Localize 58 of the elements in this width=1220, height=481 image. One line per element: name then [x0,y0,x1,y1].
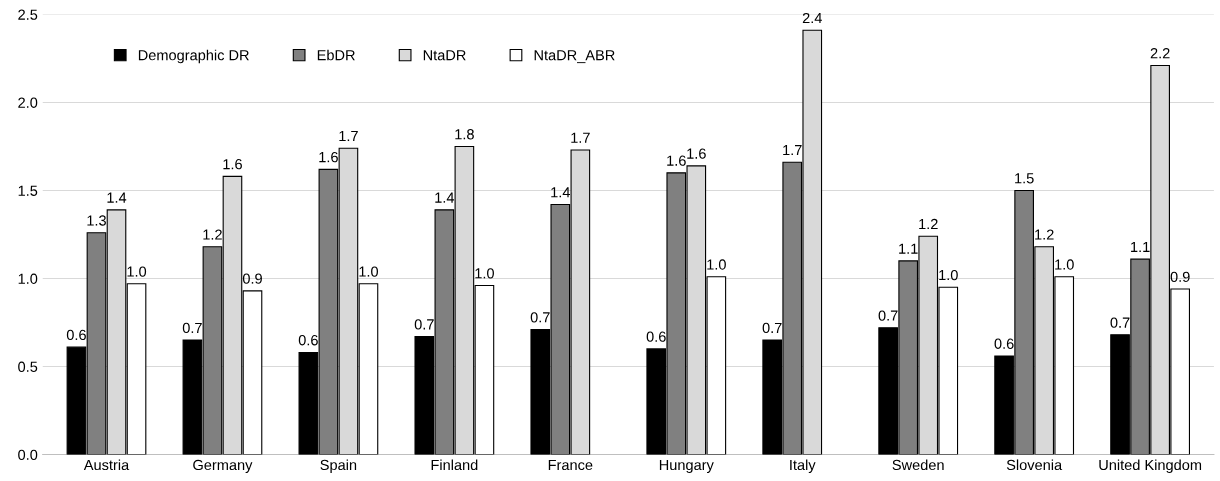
data-label: 0.9 [242,273,262,284]
data-label: 2.2 [1150,48,1170,59]
data-label: 0.7 [414,319,434,330]
x-tick-label: Germany [193,459,253,473]
legend-label: NtaDR [423,50,466,61]
data-label: 0.7 [182,322,202,334]
data-label: 0.6 [994,338,1014,349]
x-tick-label: Slovenia [1006,459,1063,471]
data-label: 0.7 [878,310,898,321]
y-tick-label: 0.5 [18,361,38,372]
data-label: 1.8 [455,129,474,140]
data-label: 0.7 [1110,317,1130,328]
data-label: 1.0 [475,268,494,279]
data-label: 1.0 [127,266,147,277]
y-tick-label: 1.5 [18,185,38,196]
data-label: 1.6 [223,159,242,170]
data-label: 1.2 [203,229,222,240]
x-tick-label: Hungary [659,459,714,473]
y-tick-label: 0.0 [18,449,38,460]
x-tick-label: Sweden [892,459,944,471]
data-label: 1.5 [1015,173,1034,184]
data-label: 1.4 [551,187,571,198]
x-tick-label: Austria [83,459,130,471]
data-label: 1.0 [707,259,726,270]
data-label: 0.7 [762,322,782,334]
data-label: 0.6 [646,331,666,342]
legend-label: Demographic DR [138,49,249,64]
data-label: 1.1 [899,243,918,254]
data-label: 1.0 [1055,259,1074,270]
x-tick-label: Italy [790,459,816,473]
data-label: 1.1 [1131,241,1150,252]
data-label: 0.9 [1170,271,1190,283]
x-tick-label: France [548,459,593,471]
y-tick-label: 1.0 [18,273,38,284]
data-label: 1.6 [687,148,706,159]
x-tick-label: Finland [431,459,478,471]
data-label: 1.6 [667,155,686,166]
data-label: 1.7 [339,131,358,142]
x-tick-label: Spain [320,459,357,473]
data-label: 2.4 [802,12,822,24]
data-label: 1.3 [87,215,106,226]
data-label: 1.0 [939,269,958,281]
data-label: 0.7 [530,312,550,323]
data-label: 1.4 [435,192,455,203]
data-label: 1.0 [359,266,379,277]
data-label: 1.7 [783,145,802,156]
x-tick-label: United Kingdom [1099,459,1202,473]
data-label: 1.2 [1035,229,1054,240]
legend-label: NtaDR_ABR [534,50,615,64]
data-label: 0.6 [66,329,86,341]
data-label: 1.6 [319,151,338,163]
data-label: 0.6 [298,335,318,346]
y-tick-label: 2.0 [18,97,38,108]
y-tick-label: 2.5 [18,9,38,20]
data-label: 1.7 [571,132,590,143]
data-label: 1.2 [919,218,938,230]
legend-label: EbDR [317,49,355,61]
data-label: 1.4 [107,192,127,203]
